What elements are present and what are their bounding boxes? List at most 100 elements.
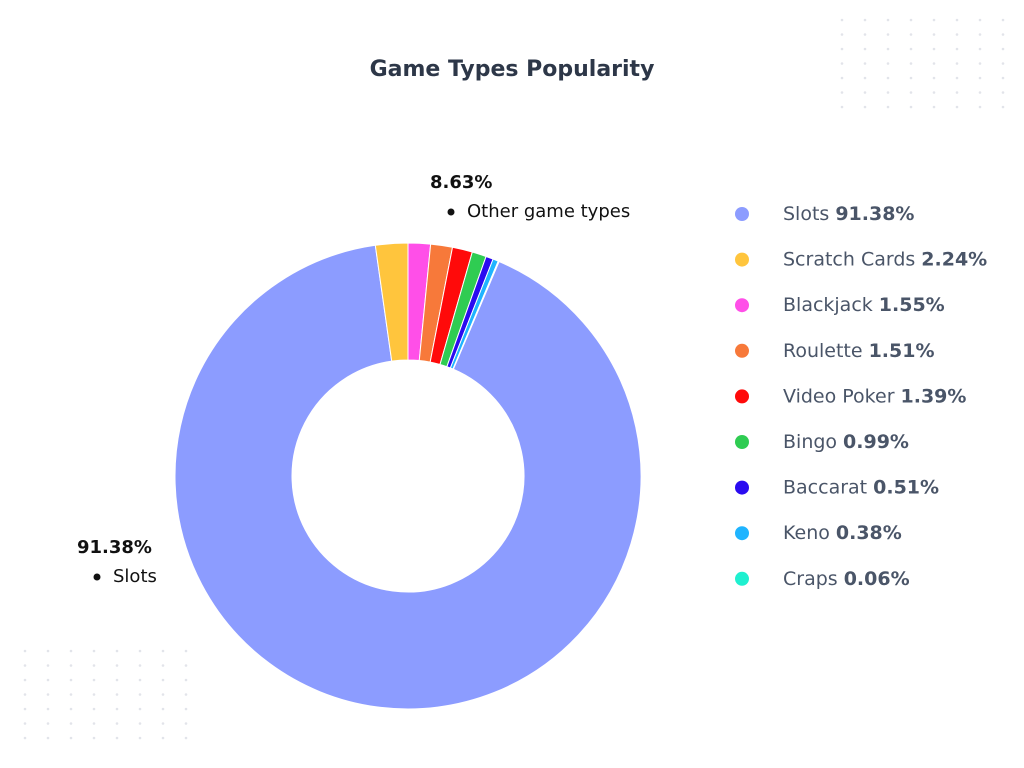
- decor-dot: [840, 18, 844, 22]
- decor-dot: [932, 47, 936, 51]
- decor-dot: [978, 18, 982, 22]
- decor-dot: [978, 33, 982, 36]
- decor-dot: [909, 105, 913, 109]
- decor-dot: [909, 33, 913, 36]
- decor-dot: [161, 678, 165, 682]
- decor-dot: [909, 76, 913, 80]
- legend-entry: Slots 91.38%: [783, 203, 914, 225]
- legend-value: 0.99%: [843, 431, 909, 453]
- legend-entry: Bingo 0.99%: [783, 431, 909, 453]
- decor-dot: [138, 664, 142, 667]
- legend-swatch: [735, 252, 749, 267]
- decor-dot: [1001, 33, 1005, 36]
- annotation-value: 91.38%: [77, 537, 152, 558]
- decor-dot: [184, 693, 188, 696]
- decor-dot: [184, 736, 188, 740]
- decor-dot: [184, 678, 188, 682]
- decor-dot: [955, 47, 959, 51]
- decor-dot: [92, 736, 96, 740]
- decor-dot: [978, 105, 982, 109]
- legend-entry: Roulette 1.51%: [783, 339, 935, 361]
- decor-dot: [1001, 47, 1005, 51]
- decor-dot: [115, 649, 119, 653]
- decor-dot: [932, 62, 936, 65]
- decor-dot: [932, 18, 936, 22]
- decor-dot: [978, 76, 982, 80]
- legend-entry: Baccarat 0.51%: [783, 476, 939, 498]
- decor-dot: [932, 33, 936, 36]
- decor-dot: [863, 33, 867, 36]
- decor-dot: [840, 62, 844, 65]
- decor-dot: [92, 664, 96, 667]
- decor-dot: [886, 91, 890, 94]
- decor-dot: [909, 47, 913, 51]
- decor-dot: [161, 649, 165, 653]
- legend-label: Roulette: [783, 339, 863, 361]
- legend-value: 1.51%: [869, 339, 935, 361]
- decor-dot: [161, 722, 165, 725]
- legend-label: Blackjack: [783, 294, 873, 316]
- decor-dot: [69, 678, 73, 682]
- decor-dot: [955, 33, 959, 36]
- legend-label: Scratch Cards: [783, 248, 915, 270]
- decor-dot: [932, 76, 936, 80]
- legend-entry: Video Poker 1.39%: [783, 385, 966, 407]
- decor-dot: [92, 722, 96, 725]
- decor-dot: [23, 722, 27, 725]
- legend-swatch: [735, 526, 749, 541]
- legend-swatch: [735, 389, 749, 404]
- decor-dot: [863, 91, 867, 94]
- decor-dot: [886, 105, 890, 109]
- decor-dot: [23, 693, 27, 696]
- decor-dot: [932, 105, 936, 109]
- legend-value: 2.24%: [921, 248, 987, 270]
- decor-dot: [69, 736, 73, 740]
- decor-dot: [138, 722, 142, 725]
- annotation-bullet: [93, 573, 101, 581]
- legend-entry: Keno 0.38%: [783, 522, 902, 544]
- decor-dot: [909, 91, 913, 94]
- legend-swatch: [735, 480, 749, 495]
- slice: [174, 244, 642, 710]
- decor-dot: [863, 76, 867, 80]
- decor-dot: [978, 91, 982, 94]
- decor-dot: [1001, 76, 1005, 80]
- decor-dot: [840, 33, 844, 36]
- decor-dot: [92, 678, 96, 682]
- legend-label: Baccarat: [783, 476, 867, 498]
- decor-dot: [115, 722, 119, 725]
- slice: [452, 260, 500, 370]
- legend-swatch: [735, 298, 749, 313]
- decor-dot: [69, 722, 73, 725]
- decor-dot: [138, 736, 142, 740]
- legend-swatch: [735, 435, 749, 449]
- annotation-label: Other game types: [467, 201, 630, 222]
- legend-swatch: [735, 343, 749, 358]
- legend-label: Bingo: [783, 431, 837, 453]
- decor-dot: [886, 33, 890, 36]
- decor-dot: [69, 664, 73, 667]
- legend-label: Slots: [783, 203, 829, 225]
- decor-dot: [1001, 62, 1005, 65]
- decor-dot: [161, 664, 165, 667]
- decor-dot: [955, 62, 959, 65]
- legend-value: 0.38%: [836, 522, 902, 544]
- decor-dot: [23, 678, 27, 682]
- legend-label: Keno: [783, 522, 830, 544]
- legend-value: 1.39%: [901, 385, 967, 407]
- legend-entry: Blackjack 1.55%: [783, 294, 945, 316]
- annotation-bullet: [447, 208, 455, 216]
- decor-dot: [46, 707, 50, 711]
- decor-dot: [909, 18, 913, 22]
- decor-dot: [115, 664, 119, 667]
- legend-label: Craps: [783, 567, 838, 589]
- decor-dot: [955, 105, 959, 109]
- legend-value: 91.38%: [835, 203, 914, 225]
- decor-dot: [23, 707, 27, 711]
- decor-dot: [863, 18, 867, 22]
- decor-dot: [46, 664, 50, 667]
- decor-dot: [955, 18, 959, 22]
- decor-dot: [840, 105, 844, 109]
- decor-dot: [886, 18, 890, 22]
